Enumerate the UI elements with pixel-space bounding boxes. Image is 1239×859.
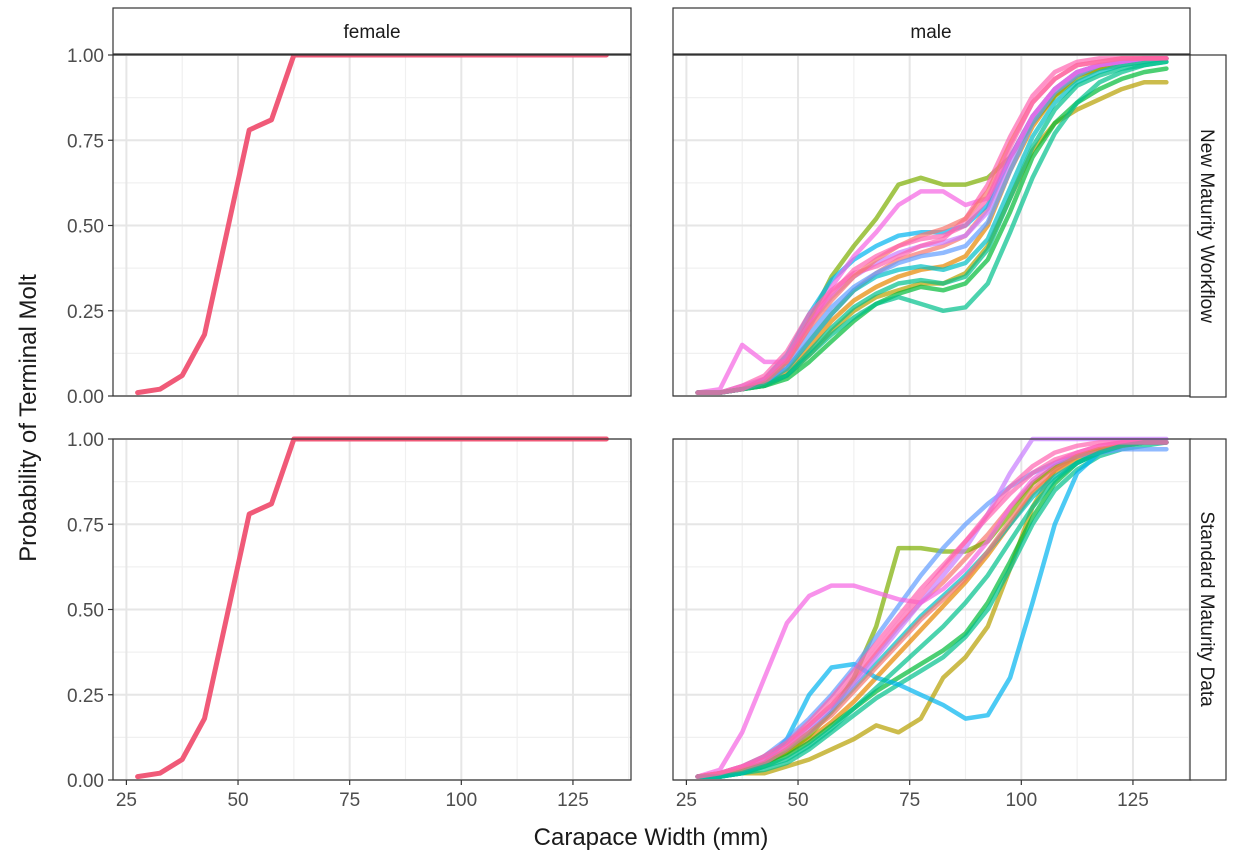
series-line-12 — [695, 440, 1169, 779]
series-line-6 — [695, 59, 1169, 395]
y-tick-label: 0.75 — [67, 131, 104, 152]
strip-row-2-box — [1189, 438, 1227, 781]
series-line-1 — [135, 436, 609, 780]
strip-row-1-box — [1189, 54, 1227, 398]
panels-layer: 0.00 0.25 0.50 0.75 1.00 0.00 0.25 0.50 0.75 1.00… — [67, 46, 1192, 811]
y-tick-label: 1.00 — [67, 430, 104, 451]
series-line-14 — [695, 440, 1169, 779]
strip-row-2-label: Standard Maturity Data — [1196, 511, 1217, 707]
x-tick-label: 75 — [899, 790, 920, 811]
x-tick-label: 100 — [445, 790, 477, 811]
strip-col-male-label: male — [910, 22, 951, 43]
strip-col-male-box — [672, 7, 1191, 55]
series-line-15 — [695, 56, 1169, 395]
x-tick-label: 50 — [227, 790, 248, 811]
y-tick-label: 0.00 — [67, 387, 104, 408]
strip-row-1-label: New Maturity Workflow — [1196, 129, 1217, 323]
y-tick-label: 0.25 — [67, 686, 104, 707]
series-line-15 — [695, 440, 1169, 779]
x-tick-label: 100 — [1005, 790, 1037, 811]
panel-female-row1: 0.00 0.25 0.50 0.75 1.00 — [67, 46, 632, 408]
x-tick-label: 25 — [116, 790, 137, 811]
strip-col-male: male — [672, 7, 1191, 55]
y-tick-label: 1.00 — [67, 46, 104, 67]
strip-row-new-maturity-workflow: New Maturity Workflow — [1189, 54, 1227, 398]
panel-female-row2: 0.00 0.25 0.50 0.75 1.00 25 50 75 100 125 — [67, 430, 632, 811]
x-tick-label: 125 — [557, 790, 589, 811]
strip-col-female: female — [112, 7, 632, 55]
x-tick-label: 25 — [676, 790, 697, 811]
y-tick-label: 0.00 — [67, 771, 104, 792]
y-tick-label: 0.50 — [67, 601, 104, 622]
strip-row-standard-maturity-data: Standard Maturity Data — [1189, 438, 1227, 781]
y-axis-title: Probability of Terminal Molt — [15, 274, 42, 562]
panel-male-row1 — [672, 54, 1192, 397]
y-tick-label: 0.75 — [67, 515, 104, 536]
series-line-14 — [695, 59, 1169, 395]
series-line-9 — [695, 446, 1169, 779]
x-tick-label: 75 — [339, 790, 360, 811]
y-tick-label: 0.25 — [67, 302, 104, 323]
panel-male-row2: 25 50 75 100 125 — [672, 436, 1192, 811]
series-line-13 — [695, 440, 1169, 779]
strip-col-female-box — [112, 7, 632, 55]
series-line-12 — [695, 56, 1169, 395]
y-tick-label: 0.50 — [67, 217, 104, 238]
x-tick-label: 125 — [1117, 790, 1149, 811]
x-axis-title: Carapace Width (mm) — [534, 824, 769, 851]
strip-col-female-label: female — [343, 22, 400, 43]
series-line-1 — [135, 52, 609, 396]
x-tick-label: 50 — [787, 790, 808, 811]
